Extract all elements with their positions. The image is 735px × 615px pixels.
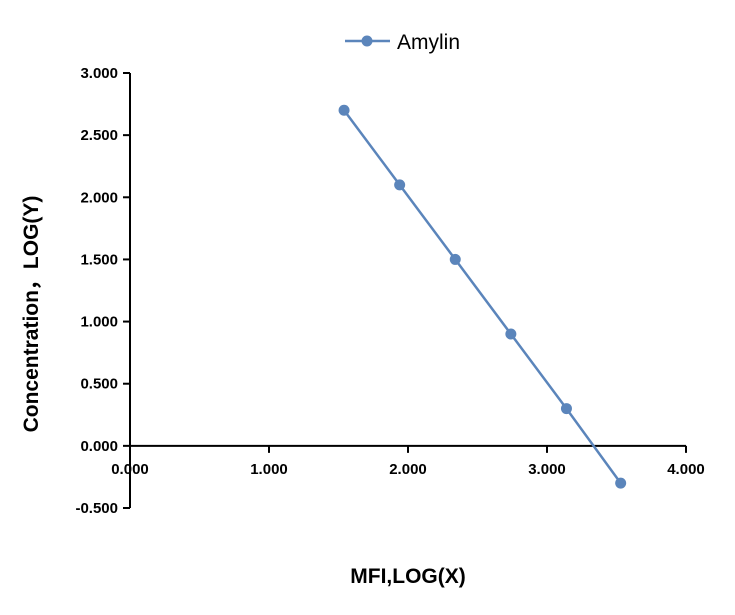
y-tick-label: 2.000 (80, 189, 118, 206)
y-tick-label: 0.500 (80, 376, 118, 393)
data-point (338, 104, 350, 116)
series-amylin (338, 104, 627, 489)
y-tick-label: 0.000 (80, 438, 118, 455)
x-tick-label: 3.000 (528, 461, 566, 478)
x-tick-label: 4.000 (667, 461, 705, 478)
y-tick-label: 3.000 (80, 65, 118, 82)
data-point (449, 253, 461, 265)
y-axis-title: Concentration，LOG(Y) (20, 196, 43, 433)
x-ticks: 0.000 1.000 2.000 3.000 4.000 (111, 445, 705, 478)
x-tick-label: 2.000 (389, 461, 427, 478)
legend: Amylin (345, 31, 460, 54)
y-ticks: -0.500 0.000 0.500 1.000 1.500 2.000 2.500 3.00… (75, 65, 130, 517)
data-point (560, 403, 572, 415)
y-tick-label: 1.500 (80, 251, 118, 268)
data-point (615, 477, 627, 489)
x-tick-label: 1.000 (250, 461, 288, 478)
legend-marker-amylin (361, 35, 373, 47)
y-tick-label: -0.500 (75, 500, 118, 517)
x-tick-label: 0.000 (111, 461, 149, 478)
data-point (394, 179, 406, 191)
legend-label-amylin: Amylin (397, 31, 460, 54)
series-line-amylin (343, 109, 622, 484)
axes: -0.500 0.000 0.500 1.000 1.500 2.000 2.500 3.00… (75, 65, 704, 517)
y-tick-label: 1.000 (80, 314, 118, 331)
y-tick-label: 2.500 (80, 127, 118, 144)
data-point (505, 328, 517, 340)
x-axis-title: MFI,LOG(X) (350, 565, 465, 588)
